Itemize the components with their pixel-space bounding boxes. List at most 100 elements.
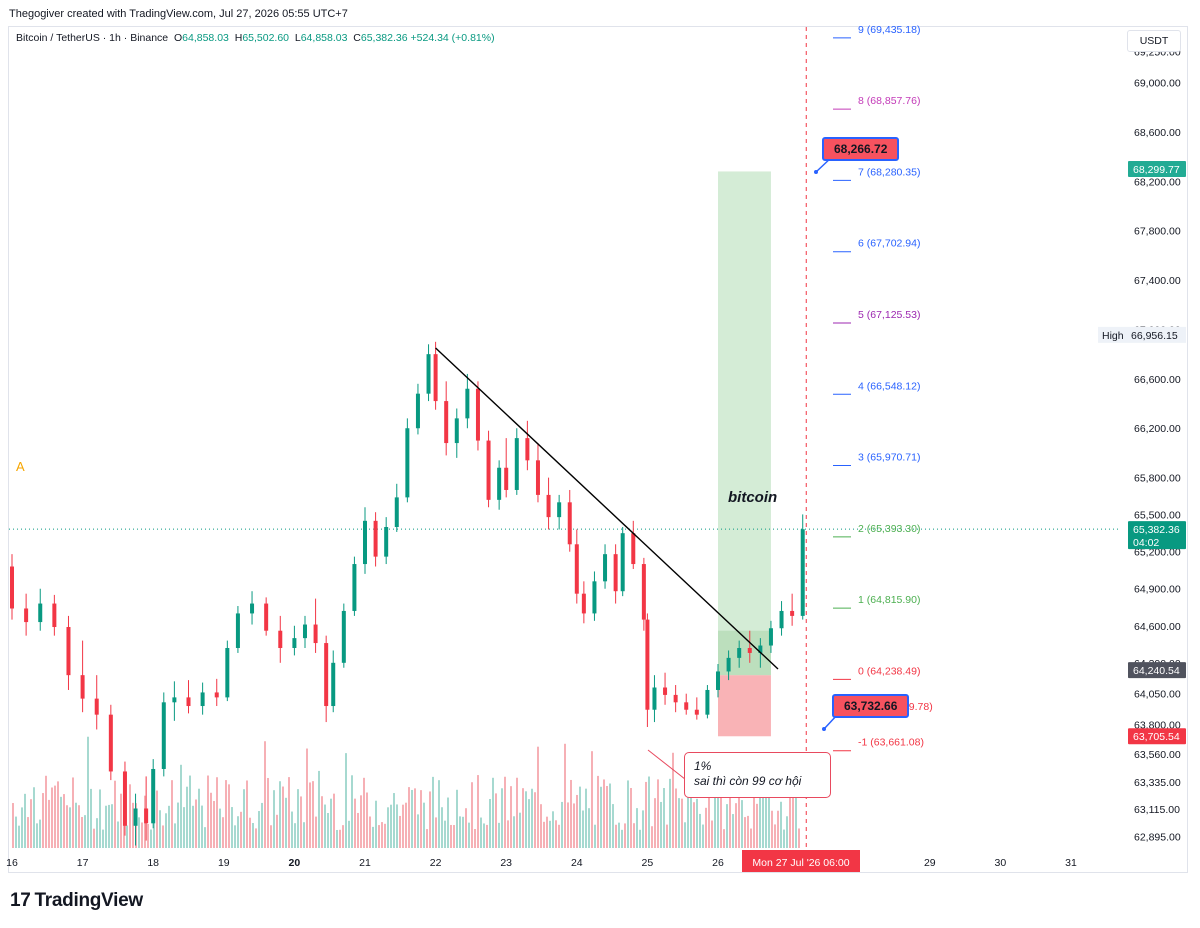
volume-bar [180,764,182,848]
volume-bar [666,824,668,848]
bitcoin-annotation[interactable]: bitcoin [728,489,778,506]
volume-bar [576,794,578,848]
volume-bar [15,816,17,848]
tradingview-brand: TradingView [34,890,144,911]
fib-level-label: 9 (69,435.18) [858,24,920,36]
candle-body [768,628,773,646]
volume-bar [99,789,101,848]
volume-bar [132,802,134,848]
volume-bar [390,804,392,848]
x-tick-label: 17 [77,857,89,869]
volume-bar [240,811,242,848]
fib-level-label: 2 (65,393.30) [858,523,920,535]
volume-bar [291,811,293,848]
volume-bar [300,796,302,848]
symbol-name[interactable]: Bitcoin / TetherUS · 1h · Binance [16,32,169,44]
volume-bar [330,798,332,848]
volume-bar [282,786,284,848]
candle-body [225,647,230,698]
volume-bar [468,822,470,848]
candle-body [161,702,166,769]
volume-bar [705,807,707,848]
volume-bar [204,827,206,848]
volume-bar [645,781,647,848]
currency-selector[interactable]: USDT [1127,30,1181,52]
volume-bar [552,811,554,848]
volume-bar [138,817,140,848]
volume-bar [609,783,611,848]
volume-bar [234,825,236,848]
volume-bar [615,824,617,848]
y-tick-label: 65,800.00 [1134,473,1181,485]
fib-level-label: 5 (67,125.53) [858,309,920,321]
volume-bar [459,816,461,848]
volume-bar [486,824,488,848]
volume-bar [399,815,401,848]
volume-bar [309,782,311,848]
volume-bar [423,802,425,848]
volume-bar [687,791,689,848]
volume-bar [405,802,407,848]
x-tick-label: 31 [1065,857,1077,869]
callout-top[interactable]: 68,266.72 [822,137,900,161]
symbol-legend[interactable]: Bitcoin / TetherUS · 1h · Binance O64,85… [16,32,495,44]
volume-bar [753,777,755,848]
candle-body [373,520,378,557]
volume-bar [129,784,131,848]
tradingview-logo-icon: 17 [10,890,31,911]
volume-bar [114,780,116,848]
volume-bar [24,793,26,848]
callout-bottom[interactable]: 63,732.66 [832,694,910,718]
candle-body [324,643,329,707]
candle-body [567,502,572,545]
note-line-1: 1% [694,759,712,773]
volume-bar [201,805,203,848]
volume-bar [663,788,665,848]
loss-zone [718,675,771,737]
volume-bar [684,822,686,848]
trendline [435,347,779,670]
candle-body [415,393,420,429]
candle-body [652,687,657,710]
volume-bar [384,823,386,848]
volume-bar [198,788,200,848]
volume-bar [81,816,83,848]
volume-bar [456,789,458,848]
tradingview-logo[interactable]: 17 TradingView [10,890,143,912]
volume-bar [60,796,62,848]
volume-bar [162,825,164,848]
volume-bar [54,785,56,848]
volume-bar [438,780,440,848]
volume-bar [216,777,218,848]
volume-bar [447,797,449,848]
y-tick-label: 67,400.00 [1134,275,1181,287]
volume-bar [747,815,749,848]
price-badge-countdown: 04:02 [1133,537,1159,549]
volume-bar [264,741,266,848]
volume-bar [192,805,194,848]
price-badge [1128,728,1186,745]
volume-bar [252,823,254,848]
candle-body [264,603,269,631]
candle-body [779,610,784,629]
volume-bar [489,798,491,848]
volume-bar [396,804,398,848]
candle-body [705,689,710,715]
volume-bar [516,777,518,848]
chart-frame [8,26,1188,873]
volume-bar [96,818,98,848]
alert-marker[interactable]: A [16,459,25,474]
y-tick-label: 69,000.00 [1134,78,1181,90]
note-annotation[interactable]: 1% sai thì còn 99 cơ hội [684,752,831,798]
volume-bar [696,798,698,848]
candle-body [465,388,470,419]
volume-bar [213,800,215,848]
volume-bar [393,793,395,848]
price-badge [1128,662,1186,679]
volume-bar [450,824,452,848]
volume-bar [411,789,413,848]
candle-body [24,608,29,623]
y-tick-label: 68,600.00 [1134,127,1181,139]
fib-level-label: 4 (66,548.12) [858,380,920,392]
